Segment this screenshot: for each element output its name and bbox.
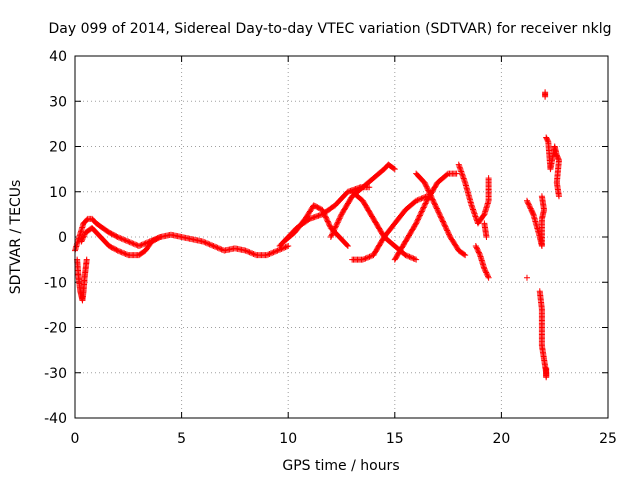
chart-title: Day 099 of 2014, Sidereal Day-to-day VTE… [49,21,612,37]
data-series [280,202,351,250]
y-tick-label: -20 [44,321,67,337]
y-tick-label: 40 [49,49,67,65]
y-tick-label: -30 [44,366,67,382]
data-points [72,89,562,381]
y-tick-label: 0 [58,230,67,246]
data-series [349,193,430,263]
x-axis-label: GPS time / hours [282,458,399,474]
x-tick-label: 0 [71,431,80,447]
y-tick-label: 30 [49,94,67,110]
y-tick-label: -10 [44,275,67,291]
y-axis-label: SDTVAR / TECUs [8,180,24,295]
data-series [327,161,398,240]
data-series [78,224,164,259]
x-tick-label: 25 [599,431,617,447]
y-tick-label: 20 [49,140,67,156]
plot-frame [74,55,609,419]
data-series [455,161,492,227]
x-tick-label: 10 [279,431,297,447]
x-tick-label: 20 [492,431,510,447]
tick-labels: 0 5 10 15 20 25 -40 -30 -20 -10 0 10 20 30 40 [44,49,617,447]
data-series [472,89,562,381]
y-tick-label: 10 [49,185,67,201]
data-series [72,215,292,259]
data-series [349,188,420,263]
data-series [413,170,469,259]
x-tick-label: 15 [386,431,404,447]
data-series [276,184,373,250]
data-series [391,170,460,263]
x-tick-label: 5 [177,431,186,447]
y-tick-label: -40 [44,411,67,427]
data-series [74,256,90,304]
